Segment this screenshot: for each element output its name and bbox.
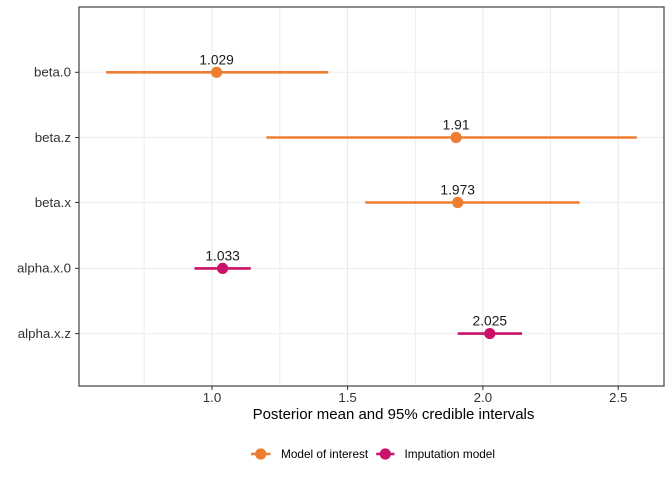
svg-text:1.0: 1.0 xyxy=(203,390,222,405)
svg-text:beta.z: beta.z xyxy=(35,130,71,145)
svg-text:Imputation model: Imputation model xyxy=(405,447,496,461)
svg-text:Posterior mean and 95% credibl: Posterior mean and 95% credible interval… xyxy=(253,406,535,423)
svg-text:1.5: 1.5 xyxy=(338,390,357,405)
svg-text:1.029: 1.029 xyxy=(199,52,234,67)
svg-text:alpha.x.z: alpha.x.z xyxy=(18,326,71,341)
svg-text:alpha.x.0: alpha.x.0 xyxy=(17,261,71,276)
svg-text:1.973: 1.973 xyxy=(440,183,475,198)
svg-text:2.5: 2.5 xyxy=(609,390,628,405)
svg-text:1.91: 1.91 xyxy=(443,118,470,133)
svg-text:Model of interest: Model of interest xyxy=(281,447,369,461)
svg-text:2.025: 2.025 xyxy=(473,314,508,329)
svg-text:beta.0: beta.0 xyxy=(34,65,71,80)
svg-text:beta.x: beta.x xyxy=(35,195,72,210)
svg-text:1.033: 1.033 xyxy=(205,249,240,264)
svg-text:2.0: 2.0 xyxy=(474,390,493,405)
